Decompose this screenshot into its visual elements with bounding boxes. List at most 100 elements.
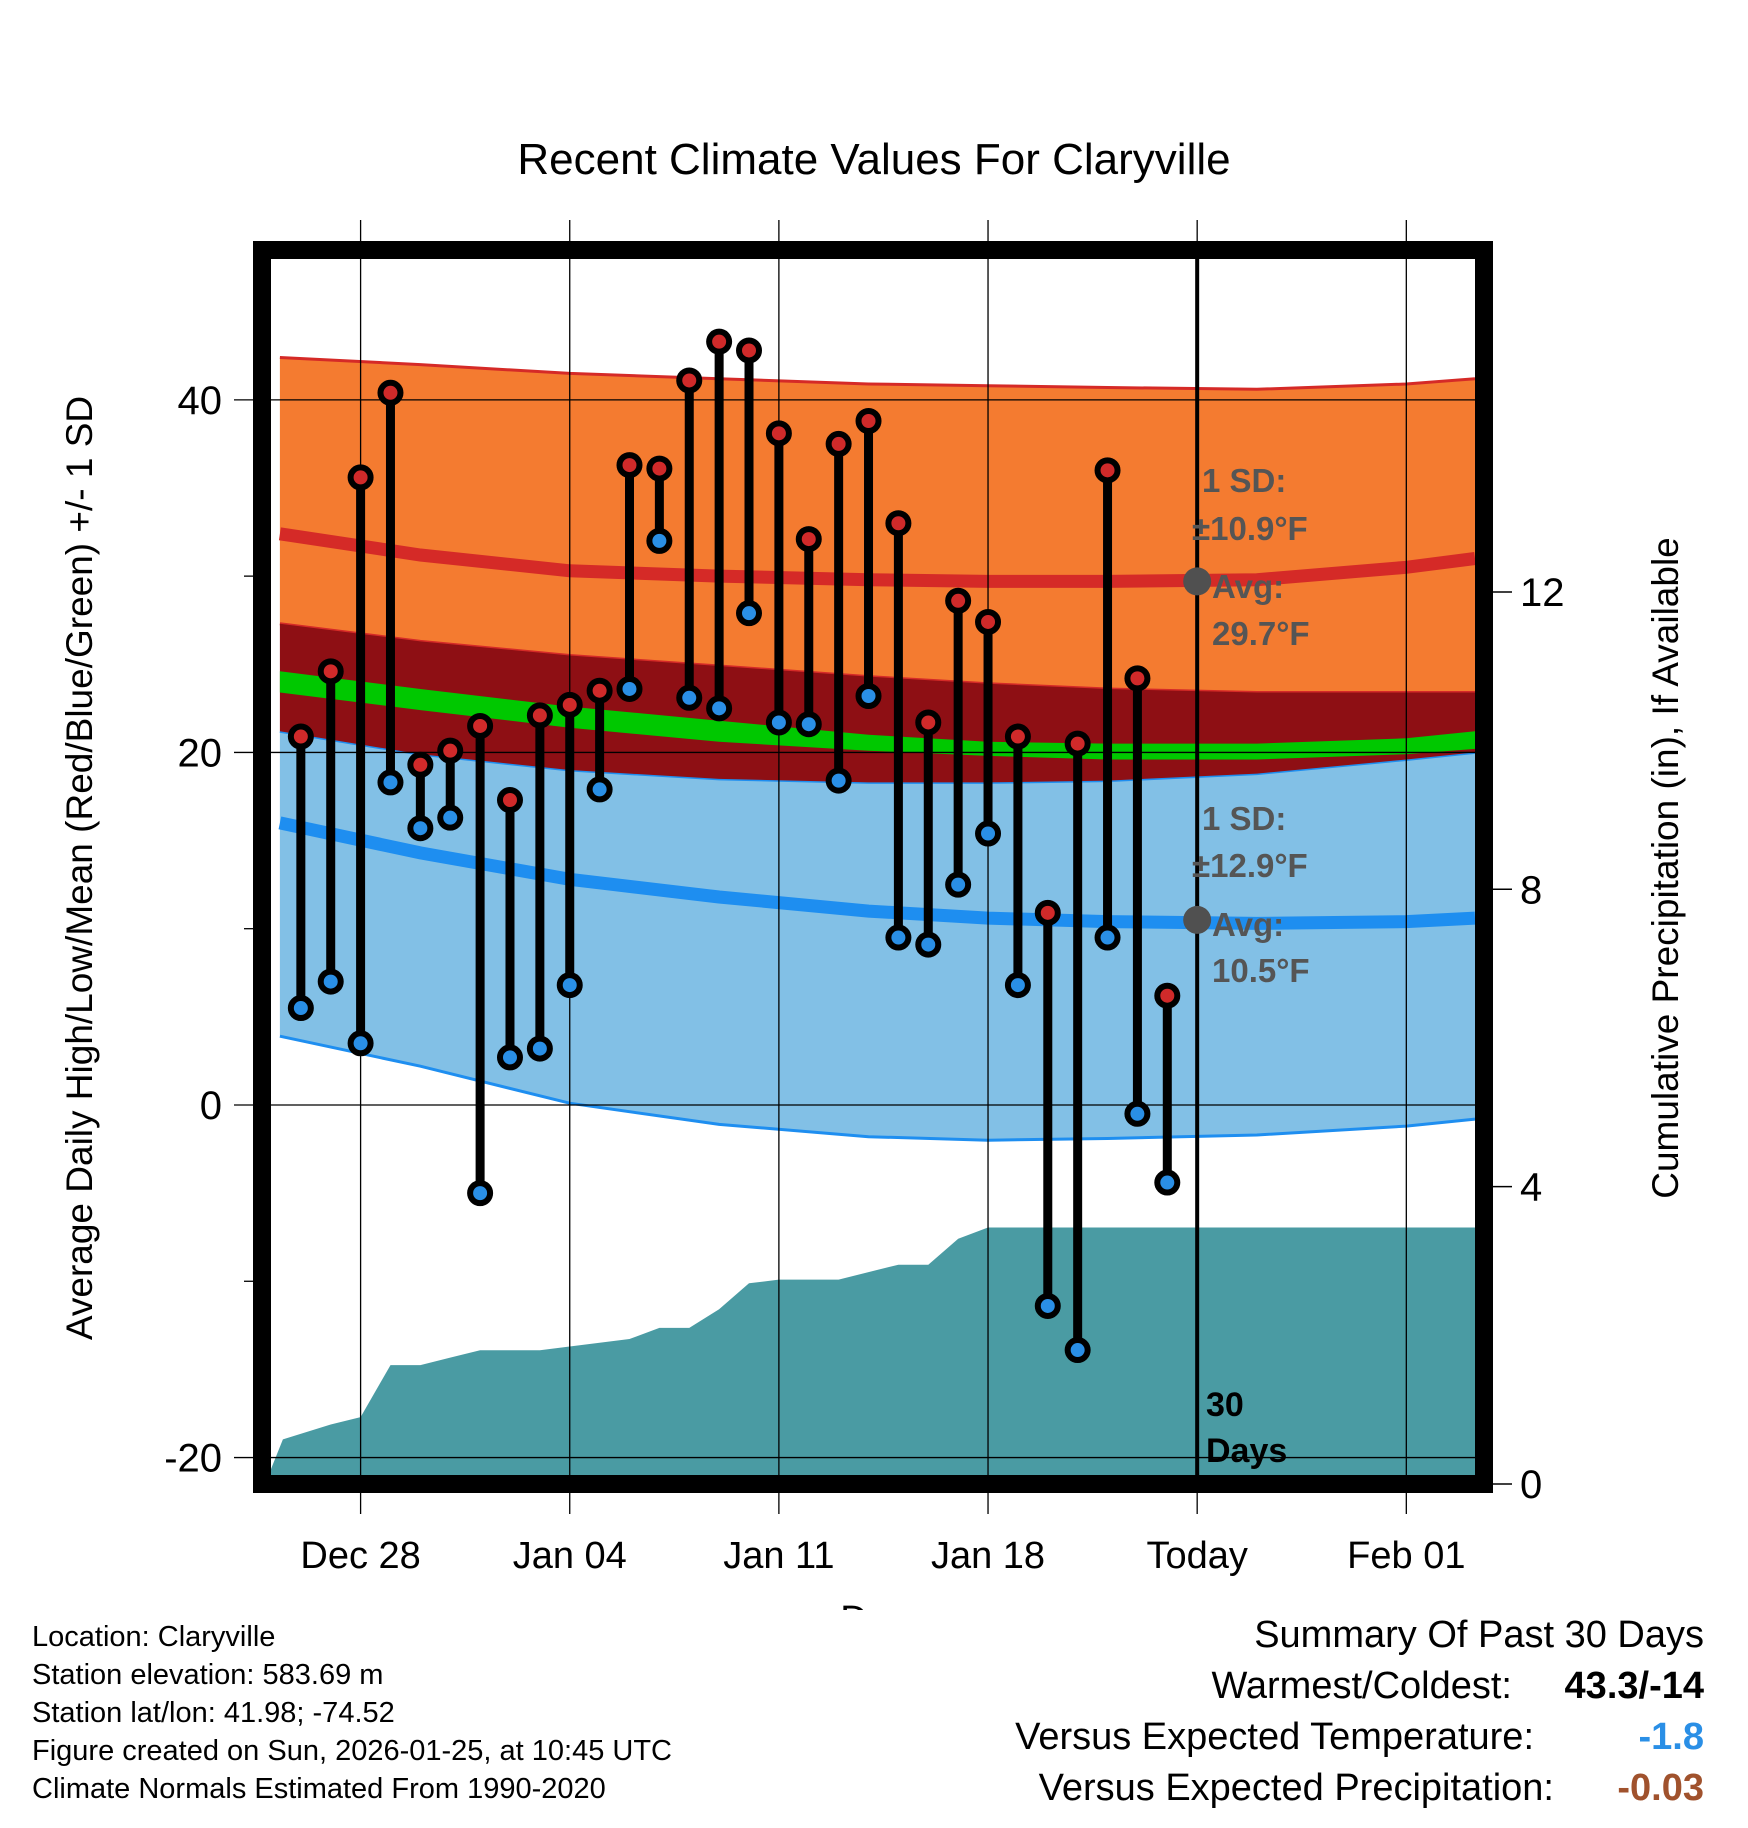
summary-heading: Summary Of Past 30 Days [1254,1614,1704,1656]
low-dot-4 [407,815,434,842]
low-dot-0 [287,995,314,1022]
summary-heading-row: Summary Of Past 30 Days [1015,1614,1704,1665]
high-avg-marker [1183,567,1212,596]
y-axis-title: Average Daily High/Low/Mean (Red/Blue/Gr… [59,396,100,1340]
period-number: 30 [1206,1386,1244,1424]
low-sd-value: ±12.9°F [1192,847,1308,884]
low-dot-28 [1124,1100,1151,1127]
high-dot-13 [676,367,703,394]
summary-warmest-row: Warmest/Coldest: 43.3/-14 [1015,1665,1704,1716]
x-tick-label: Dec 28 [300,1535,420,1577]
normals-text: Climate Normals Estimated From 1990-2020 [32,1773,606,1805]
low-avg-marker [1183,905,1212,934]
high-dot-23 [975,608,1002,635]
low-dot-21 [915,931,942,958]
y2-tick-label: 4 [1520,1166,1542,1210]
climate-chart: Recent Climate Values For Claryville 1 S… [59,135,1686,1610]
station-info: Location: Claryville Station elevation: … [32,1618,672,1808]
high-dot-19 [855,407,882,434]
low-dot-18 [825,767,852,794]
temp-value: -1.8 [1638,1716,1704,1758]
low-dot-1 [317,968,344,995]
summary-panel: Summary Of Past 30 Days Warmest/Coldest:… [1015,1614,1704,1818]
low-dot-7 [496,1044,523,1071]
high-dot-27 [1094,457,1121,484]
summary-temp-row: Versus Expected Temperature: -1.8 [1015,1716,1704,1767]
y-tick-label: 0 [200,1084,222,1128]
tick-labels: -20 0 20 40 0 4 8 12 Dec 28 Jan 04 Jan 11 Jan 18 Tod… [164,379,1564,1577]
high-sd-band-upper-edge [279,356,1476,391]
temp-label: Versus Expected Temperature: [1015,1716,1534,1758]
axes [244,241,1512,1493]
high-dot-28 [1124,665,1151,692]
low-avg-label: Avg: [1212,906,1284,943]
low-dot-20 [885,924,912,951]
high-dot-3 [377,379,404,406]
low-dot-9 [556,972,583,999]
y-tick-label: 20 [178,731,223,775]
high-sd-label: 1 SD: [1202,462,1286,499]
plot-frame [253,241,1493,1493]
high-dot-8 [526,702,553,729]
high-dot-20 [885,510,912,537]
high-dot-15 [736,337,763,364]
elevation-text: Station elevation: 583.69 m [32,1659,384,1691]
high-dot-9 [556,691,583,718]
x-tick-label: Today [1146,1535,1247,1577]
high-dot-12 [646,455,673,482]
low-dot-27 [1094,924,1121,951]
daily-stems [296,341,1172,1351]
low-avg-value: 10.5°F [1212,952,1310,989]
low-sd-label: 1 SD: [1202,800,1286,837]
y-tick-label: 40 [178,379,223,423]
high-normal-line [278,527,1476,588]
low-dot-5 [437,804,464,831]
low-dot-23 [975,820,1002,847]
low-dot-13 [676,684,703,711]
high-dot-5 [437,737,464,764]
y2-axis-title: Cumulative Precipitation (in), If Availa… [1645,537,1686,1199]
y2-tick-label: 0 [1520,1463,1542,1507]
x-tick-label: Feb 01 [1347,1535,1465,1577]
x-tick-label: Jan 18 [931,1535,1045,1577]
low-dot-6 [467,1180,494,1207]
high-dot-0 [287,723,314,750]
low-dot-17 [795,711,822,738]
low-sd-band [279,731,1475,1141]
high-sd-band [279,357,1475,693]
low-dot-8 [526,1035,553,1062]
created-text: Figure created on Sun, 2026-01-25, at 10… [32,1735,672,1767]
low-dot-2 [347,1030,374,1057]
high-dot-7 [496,787,523,814]
y2-tick-label: 8 [1520,868,1542,912]
low-dot-16 [765,709,792,736]
annotations [1183,567,1212,934]
warmest-value: 43.3/-14 [1564,1665,1704,1707]
precip-value: -0.03 [1617,1767,1704,1809]
precipitation-area [265,1227,1475,1484]
high-dot-14 [706,328,733,355]
low-sd-band-lower-edge [279,1034,1476,1142]
low-dot-26 [1064,1337,1091,1364]
high-dot-29 [1154,982,1181,1009]
high-dot-10 [586,677,613,704]
low-dot-24 [1004,972,1031,999]
location-text: Location: Claryville [32,1621,276,1653]
high-dot-26 [1064,730,1091,757]
high-dot-25 [1034,899,1061,926]
high-dot-22 [945,587,972,614]
high-dot-17 [795,526,822,553]
low-dot-12 [646,527,673,554]
low-dot-14 [706,695,733,722]
period-unit: Days [1206,1432,1287,1470]
low-dot-10 [586,776,613,803]
high-dot-21 [915,709,942,736]
precip-label: Versus Expected Precipitation: [1038,1767,1554,1809]
high-dot-11 [616,452,643,479]
high-dot-4 [407,751,434,778]
low-dot-25 [1034,1292,1061,1319]
low-dot-19 [855,683,882,710]
summary-precip-row: Versus Expected Precipitation: -0.03 [1015,1767,1704,1818]
mean-normal-band [279,671,1475,760]
low-dot-22 [945,871,972,898]
